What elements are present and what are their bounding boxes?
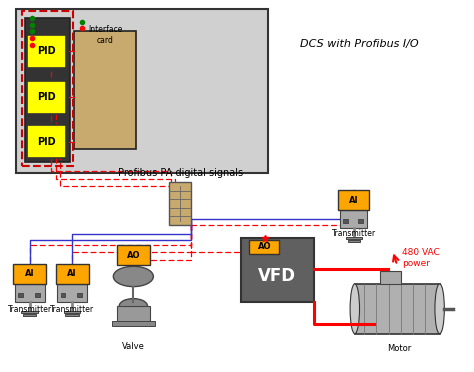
Bar <box>65 314 79 316</box>
Bar <box>22 11 73 166</box>
Text: VFD: VFD <box>258 267 296 285</box>
Bar <box>15 284 45 302</box>
Bar <box>338 190 369 210</box>
Bar <box>249 240 279 254</box>
Ellipse shape <box>435 284 444 334</box>
Bar <box>16 9 268 173</box>
Bar <box>23 314 36 316</box>
Bar <box>57 284 87 302</box>
Bar <box>380 272 401 284</box>
Text: AO: AO <box>127 251 140 260</box>
Bar <box>348 240 360 243</box>
Bar <box>169 182 191 225</box>
Text: AI: AI <box>25 269 35 278</box>
Text: 480 VAC
power: 480 VAC power <box>402 248 440 268</box>
Bar <box>21 311 38 313</box>
Bar <box>61 293 65 296</box>
Bar <box>77 293 82 296</box>
Text: PID: PID <box>37 92 56 102</box>
Bar <box>27 35 66 68</box>
Bar <box>241 238 314 302</box>
Text: Transmitter: Transmitter <box>332 230 376 238</box>
Bar <box>25 18 70 162</box>
Bar <box>27 125 66 158</box>
Text: Transmitter: Transmitter <box>50 305 94 314</box>
Text: AI: AI <box>67 269 77 278</box>
Bar <box>117 306 150 323</box>
Text: DCS with Profibus I/O: DCS with Profibus I/O <box>300 39 419 49</box>
Bar <box>64 311 80 313</box>
Text: Interface
card: Interface card <box>88 25 122 45</box>
Text: Transmitter: Transmitter <box>8 305 52 314</box>
Bar <box>358 219 363 223</box>
Text: PID: PID <box>37 46 56 56</box>
Text: AO: AO <box>257 243 271 251</box>
Bar <box>343 219 347 223</box>
Bar <box>74 31 136 149</box>
Text: Motor: Motor <box>387 344 412 353</box>
Bar <box>55 263 89 284</box>
Bar <box>13 263 46 284</box>
Text: PID: PID <box>37 137 56 147</box>
Bar <box>18 293 23 296</box>
Bar <box>112 321 155 326</box>
Ellipse shape <box>119 299 147 313</box>
Bar <box>117 245 150 265</box>
Ellipse shape <box>113 266 154 286</box>
Ellipse shape <box>350 284 359 334</box>
Text: AI: AI <box>349 196 359 205</box>
Bar <box>27 81 66 114</box>
Text: Valve: Valve <box>122 342 145 351</box>
Text: Profibus PA digital signals: Profibus PA digital signals <box>118 168 243 178</box>
Bar <box>340 210 367 228</box>
Bar <box>35 293 39 296</box>
Bar <box>355 284 439 334</box>
Bar <box>346 237 362 240</box>
